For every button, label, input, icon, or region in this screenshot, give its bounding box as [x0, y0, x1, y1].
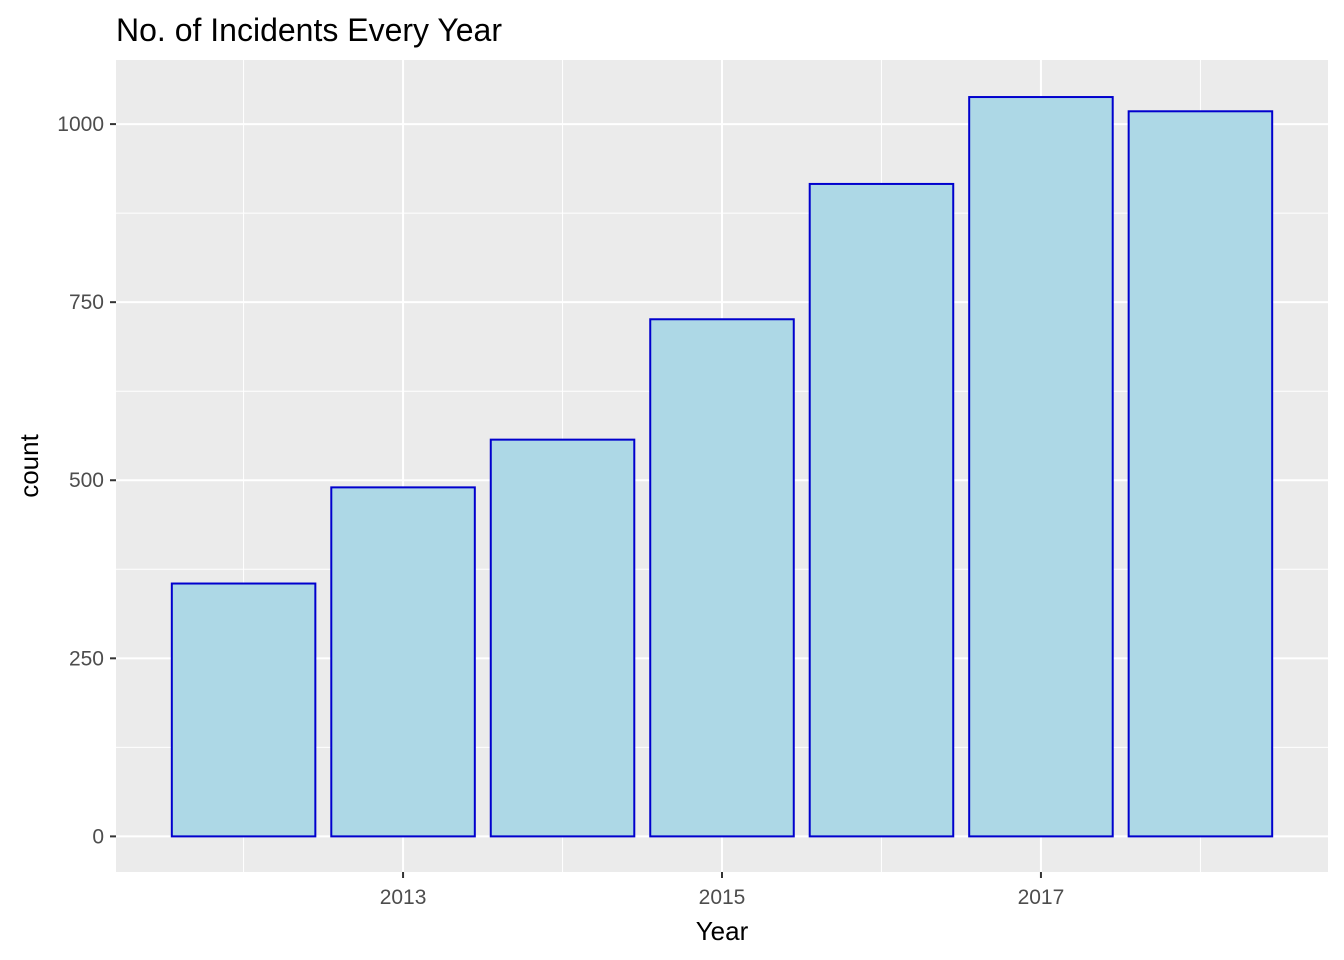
- y-tick-label: 1000: [57, 113, 104, 136]
- y-tick-label: 750: [69, 291, 104, 314]
- y-tick-label: 500: [69, 469, 104, 492]
- y-axis: 0 250 500 750 1000: [57, 113, 116, 848]
- bar-2013: [330, 486, 476, 838]
- y-tick-label: 250: [69, 647, 104, 670]
- bar-2012: [170, 582, 317, 838]
- bar-2018: [1127, 110, 1274, 838]
- bar-2016: [808, 182, 955, 838]
- x-axis: 2013 2015 2017: [380, 872, 1065, 909]
- bar-2017: [968, 96, 1114, 838]
- y-axis-title: count: [14, 433, 44, 497]
- x-tick-label: 2015: [699, 886, 746, 909]
- y-tick-label: 0: [92, 825, 104, 848]
- x-axis-title: Year: [696, 916, 749, 946]
- bar-2014: [489, 438, 636, 838]
- x-tick-label: 2017: [1018, 886, 1065, 909]
- bar-2015: [649, 318, 795, 838]
- bars: [170, 96, 1274, 838]
- x-tick-label: 2013: [380, 886, 427, 909]
- chart-title: No. of Incidents Every Year: [116, 12, 502, 48]
